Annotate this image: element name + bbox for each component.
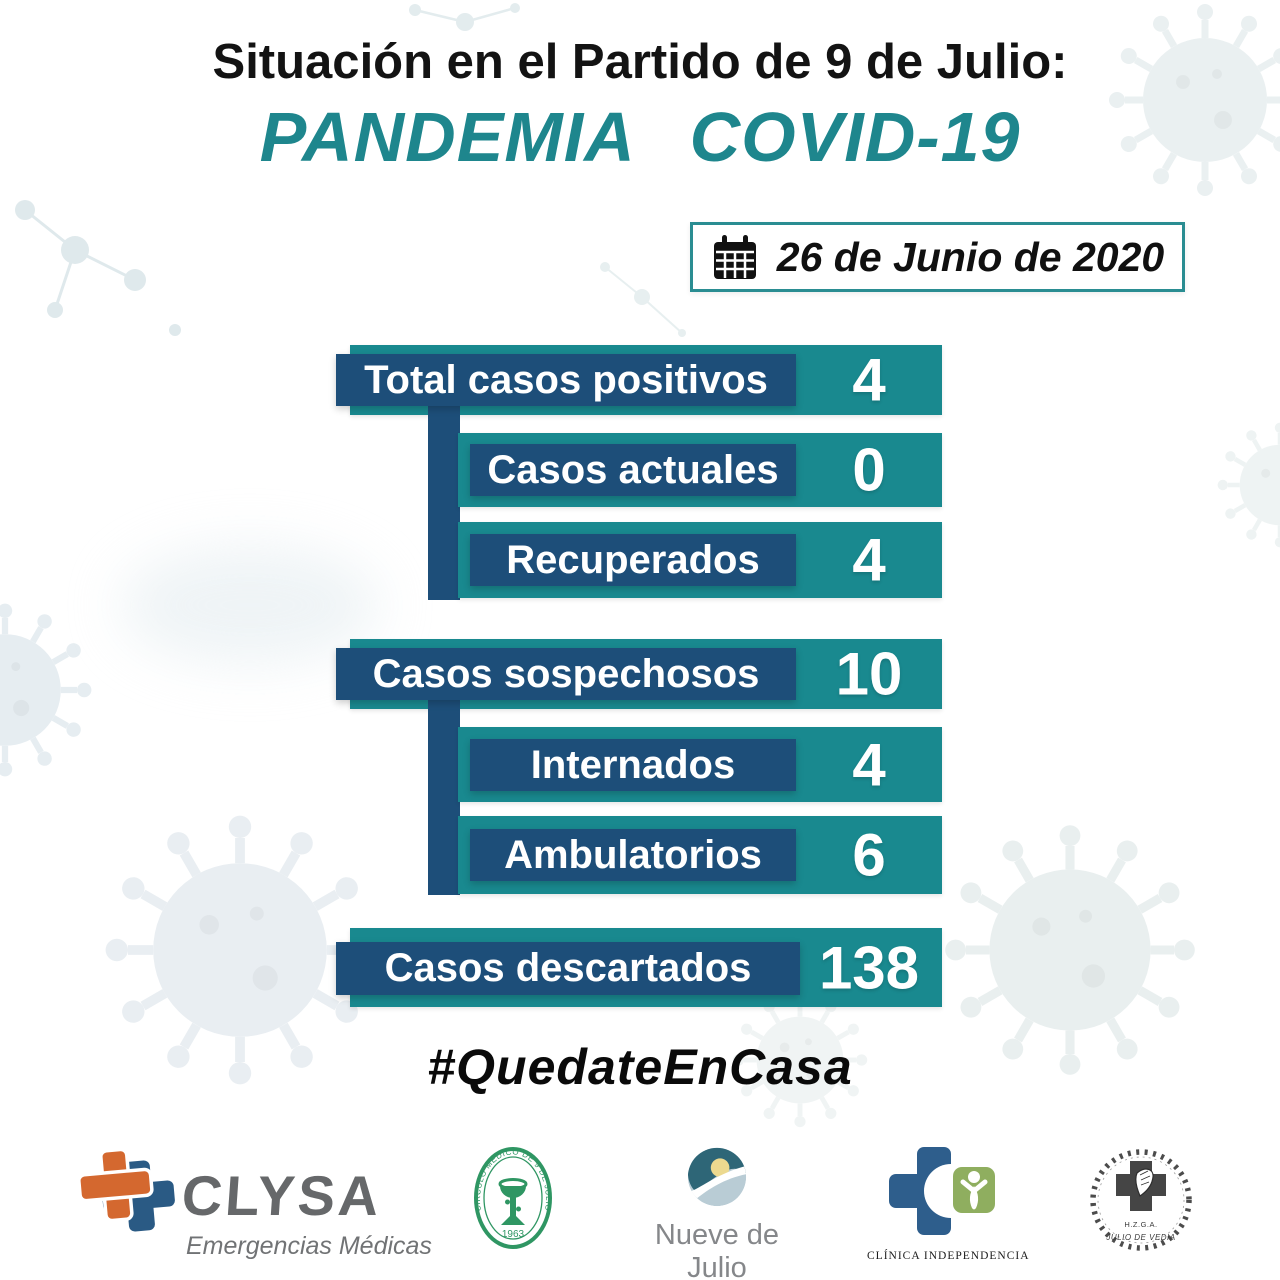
clysa-cross-icon xyxy=(78,1150,175,1232)
molecule-decoration xyxy=(15,200,181,336)
circulo-medico-emblem-icon: CIRCULO MEDICO DE 9 DE JULIO 1963 xyxy=(473,1147,552,1249)
logo-circulo-medico: CIRCULO MEDICO DE 9 DE JULIO 1963 xyxy=(473,1146,553,1255)
hospital-abbreviation: H.Z.G.A. xyxy=(1124,1220,1157,1229)
hashtag-quedate-en-casa: #QuedateEnCasa xyxy=(427,1039,853,1095)
date-box: 26 de Junio de 2020 xyxy=(690,222,1185,292)
stat-label-casos-actuales: Casos actuales xyxy=(470,444,796,496)
clysa-subtitle: Emergencias Médicas xyxy=(186,1232,432,1260)
tree-connector xyxy=(428,698,460,895)
blur-decoration xyxy=(120,545,380,665)
hospital-name: JULIO DE VEDIA xyxy=(1105,1233,1175,1242)
clinica-name: CLÍNICA INDEPENDENCIA xyxy=(867,1250,1030,1262)
stat-value: 6 xyxy=(852,821,886,889)
calendar-icon xyxy=(713,235,756,279)
tree-connector xyxy=(428,404,460,600)
stat-value: 0 xyxy=(852,436,886,504)
stat-value: 4 xyxy=(852,526,886,594)
stat-value: 4 xyxy=(852,731,886,798)
stat-label-casos-descartados: Casos descartados xyxy=(336,942,800,995)
municipalidad-circle-icon xyxy=(687,1147,747,1207)
stat-label-casos-sospechosos: Casos sospechosos xyxy=(336,648,796,700)
date-text: 26 de Junio de 2020 xyxy=(776,233,1165,280)
page-title: Situación en el Partido de 9 de Julio: xyxy=(212,35,1068,89)
logo-hospital: H.Z.G.A. JULIO DE VEDIA xyxy=(1088,1146,1194,1263)
page-subtitle: PANDEMIA COVID-19 xyxy=(259,98,1021,176)
clinica-cross-icon xyxy=(889,1147,995,1235)
municipalidad-name: Nueve de Julio xyxy=(654,1219,780,1280)
stat-value: 10 xyxy=(835,640,903,708)
stat-value: 4 xyxy=(852,346,886,414)
virus-icon xyxy=(1215,420,1280,550)
hospital-emblem-icon: H.Z.G.A. JULIO DE VEDIA xyxy=(1090,1149,1192,1251)
logo-clysa: CLYSA Emergencias Médicas xyxy=(78,1150,432,1261)
logo-clinica-independencia: CLÍNICA INDEPENDENCIA xyxy=(867,1145,1030,1262)
molecule-decoration xyxy=(409,3,520,31)
molecule-decoration xyxy=(600,262,686,337)
circulo-medico-year: 1963 xyxy=(502,1229,525,1240)
stat-label-total-casos-positivos: Total casos positivos xyxy=(336,354,796,406)
stat-label-recuperados: Recuperados xyxy=(470,534,796,586)
stat-label-internados: Internados xyxy=(470,739,796,791)
logo-municipalidad: Nueve de Julio MUNICIPALIDAD xyxy=(622,1146,812,1280)
stat-value: 138 xyxy=(818,934,920,1001)
stat-label-ambulatorios: Ambulatorios xyxy=(470,829,796,881)
clysa-name: CLYSA xyxy=(179,1164,384,1227)
virus-icon xyxy=(0,600,95,780)
